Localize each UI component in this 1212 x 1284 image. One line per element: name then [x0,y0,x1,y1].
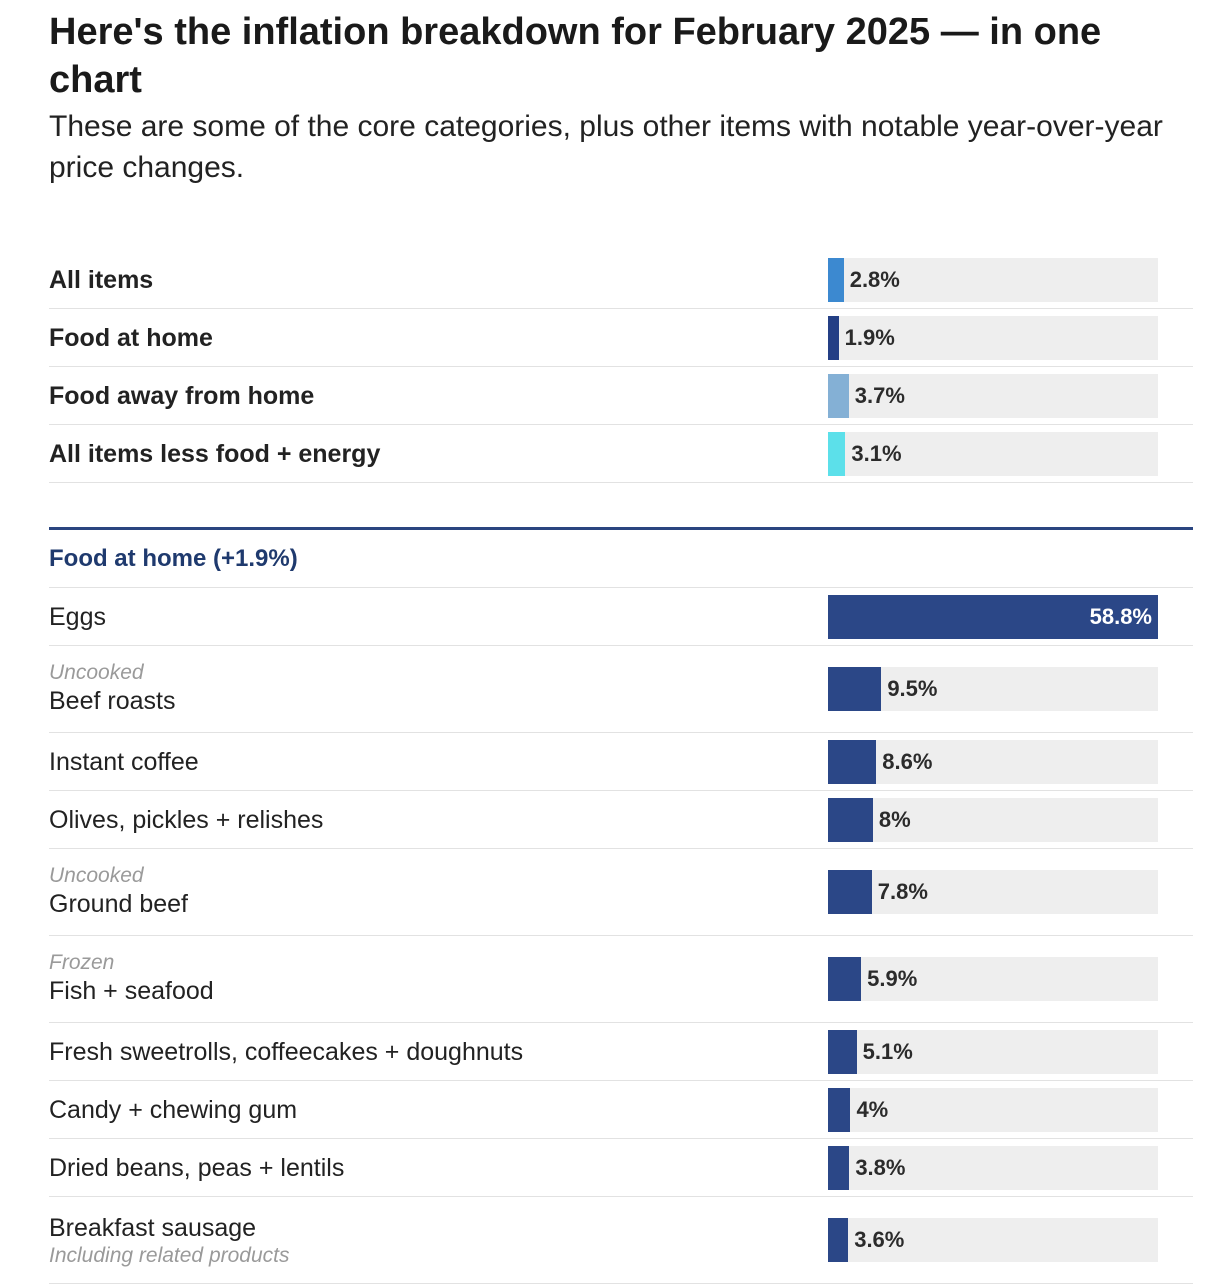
food-at-home-table: Food at home (+1.9%) Eggs 58.8% Uncooked Be… [49,527,1193,1284]
bar-track: 3.8% [828,1145,1158,1190]
bar-track: 3.6% [828,1218,1158,1262]
table-row: Frozen Fish + seafood 5.9% [49,936,1193,1023]
bar [828,1087,851,1132]
category-label: Eggs [49,602,106,631]
value-label: 1.9% [844,324,895,350]
bar [828,1218,849,1262]
value-label: 58.8% [1089,603,1152,629]
bar [828,957,862,1001]
value-label: 8% [878,806,911,832]
value-label: 2.8% [849,266,900,292]
bar-track: 7.8% [828,870,1158,914]
bar-track: 3.1% [828,431,1158,476]
section-header: Food at home (+1.9%) [49,530,1193,588]
category-label: Fresh sweetrolls, coffeecakes + doughnut… [49,1037,524,1066]
row-label: Candy + chewing gum [49,1081,297,1138]
table-row: Uncooked Beef roasts 9.5% [49,646,1193,733]
category-label: Beef roasts [49,687,176,715]
bar-track: 8% [828,797,1158,842]
table-row: All items 2.8% [49,251,1193,309]
table-row: Fresh sweetrolls, coffeecakes + doughnut… [49,1023,1193,1081]
value-label: 3.8% [855,1154,906,1180]
row-label: Eggs [49,588,106,645]
bar [828,667,882,711]
core-categories-table: All items 2.8% Food at home 1.9% Food away f… [49,251,1193,483]
table-row: Dried beans, peas + lentils 3.8% [49,1139,1193,1197]
category-label: Fish + seafood [49,977,214,1005]
table-row: Candy + chewing gum 4% [49,1081,1193,1139]
row-label: Olives, pickles + relishes [49,791,323,848]
row-label: Breakfast sausage Including related produ… [49,1197,290,1283]
table-row: Eggs 58.8% [49,588,1193,646]
category-label: Ground beef [49,890,188,918]
row-qualifier: Uncooked [49,661,144,684]
category-label: Instant coffee [49,747,199,776]
bar [828,1029,857,1074]
table-row: Instant coffee 8.6% [49,733,1193,791]
value-label: 5.9% [867,966,918,991]
bar-track: 1.9% [828,315,1158,360]
row-label: Food at home [49,309,213,366]
row-label: Fresh sweetrolls, coffeecakes + doughnut… [49,1023,523,1080]
bar-track: 58.8% [828,594,1158,639]
row-label: Frozen Fish + seafood [49,936,214,1022]
category-label: Candy + chewing gum [49,1095,298,1124]
category-label: Food at home [49,323,213,352]
bar [828,1145,850,1190]
category-label: All items [49,265,154,294]
row-qualifier: Frozen [49,951,115,974]
value-label: 3.6% [854,1227,905,1252]
table-row: Breakfast sausage Including related produ… [49,1197,1193,1284]
bar-track: 5.1% [828,1029,1158,1074]
table-row: Food at home 1.9% [49,309,1193,367]
row-label: Uncooked Ground beef [49,849,188,935]
value-label: 5.1% [862,1038,913,1064]
value-label: 3.1% [851,440,902,466]
value-label: 9.5% [887,676,938,701]
row-label: All items [49,251,153,308]
bar [828,594,1158,639]
bar-track: 9.5% [828,667,1158,711]
bar-track: 2.8% [828,257,1158,302]
row-label: Food away from home [49,367,314,424]
chart-header: Here's the inflation breakdown for Febru… [49,8,1193,188]
category-label: Breakfast sausage [49,1214,257,1242]
bar-track: 4% [828,1087,1158,1132]
bar [828,870,872,914]
table-row: All items less food + energy 3.1% [49,425,1193,483]
table-row: Food away from home 3.7% [49,367,1193,425]
row-label: Instant coffee [49,733,199,790]
bar-track: 3.7% [828,373,1158,418]
category-label: All items less food + energy [49,439,381,468]
bar-track: 8.6% [828,739,1158,784]
row-label: Uncooked Beef roasts [49,646,175,732]
row-label: Dried beans, peas + lentils [49,1139,344,1196]
table-row: Olives, pickles + relishes 8% [49,791,1193,849]
bar-track: 5.9% [828,957,1158,1001]
value-label: 7.8% [877,879,928,904]
bar [828,739,877,784]
value-label: 8.6% [882,748,933,774]
chart-title: Here's the inflation breakdown for Febru… [49,11,1102,101]
bar [828,431,846,476]
row-label: All items less food + energy [49,425,380,482]
category-label: Food away from home [49,381,315,410]
section-title: Food at home (+1.9%) [49,544,298,572]
bar [828,257,844,302]
bar [828,373,849,418]
row-note: Including related products [49,1244,290,1267]
row-qualifier: Uncooked [49,864,144,887]
category-label: Olives, pickles + relishes [49,805,324,834]
table-row: Uncooked Ground beef 7.8% [49,849,1193,936]
chart-subtitle: These are some of the core categories, p… [49,110,1163,184]
bar [828,797,873,842]
value-label: 3.7% [854,382,905,408]
value-label: 4% [856,1096,889,1122]
bar [828,315,839,360]
category-label: Dried beans, peas + lentils [49,1153,345,1182]
